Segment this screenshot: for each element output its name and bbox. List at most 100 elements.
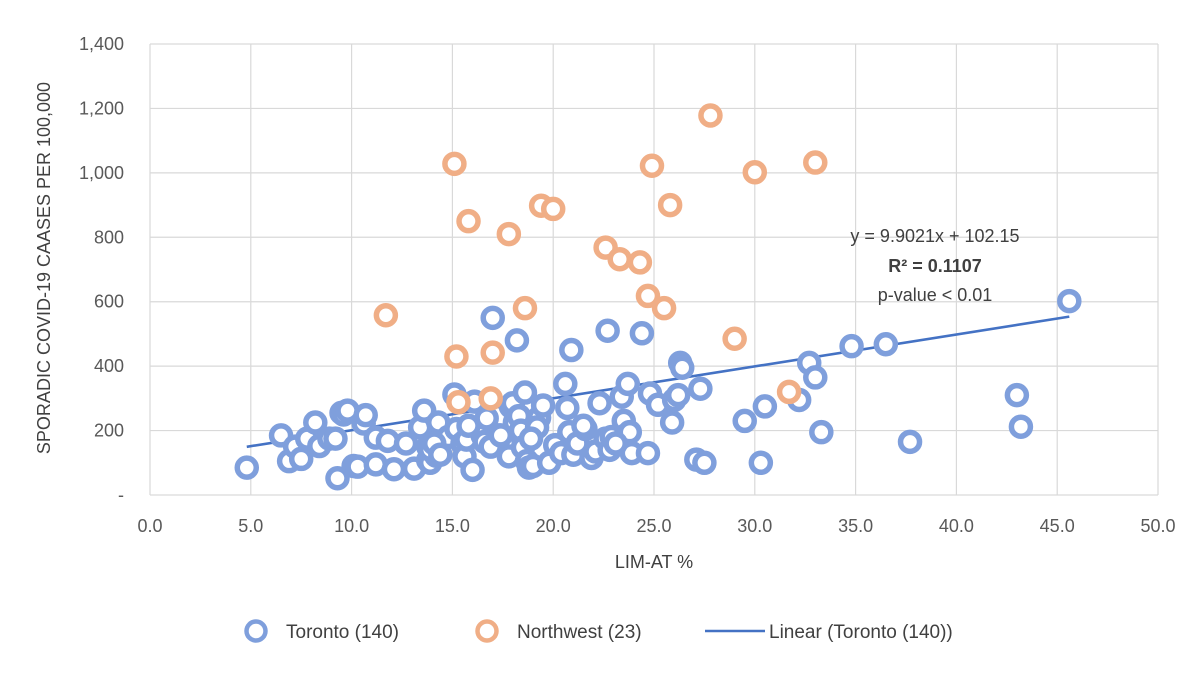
- x-axis-title: LIM-AT %: [615, 552, 693, 572]
- legend: Toronto (140) Northwest (23) Linear (Tor…: [244, 619, 953, 643]
- r-squared-label: R² = 0.1107: [888, 256, 982, 276]
- x-tick-label: 25.0: [636, 516, 671, 536]
- legend-label-northwest: Northwest (23): [517, 622, 642, 643]
- x-tick-label: 40.0: [939, 516, 974, 536]
- data-point-northwest: [478, 386, 503, 411]
- y-tick-label: 400: [94, 356, 124, 376]
- data-point-northwest: [512, 295, 538, 321]
- series-toronto: [234, 288, 1082, 491]
- data-point-northwest: [540, 196, 566, 222]
- data-point-toronto: [752, 394, 778, 419]
- data-point-toronto: [732, 408, 757, 434]
- data-point-toronto: [748, 450, 774, 476]
- x-tick-label: 20.0: [536, 516, 571, 536]
- grid-lines: [149, 43, 1159, 496]
- data-point-northwest: [776, 379, 802, 405]
- y-axis-ticks: - 200 400 600 800 1,000 1,200 1,400: [79, 34, 124, 505]
- legend-item-trendline: Linear (Toronto (140)): [705, 622, 953, 643]
- data-point-toronto: [809, 419, 834, 445]
- data-point-northwest: [607, 246, 632, 272]
- y-tick-label: 200: [94, 421, 124, 441]
- data-point-toronto: [803, 365, 828, 390]
- data-point-toronto: [303, 410, 328, 435]
- data-point-toronto: [603, 431, 628, 456]
- x-tick-label: 45.0: [1040, 516, 1075, 536]
- data-point-northwest: [722, 326, 747, 352]
- legend-label-toronto: Toronto (140): [286, 622, 399, 643]
- data-point-toronto: [553, 371, 578, 397]
- data-point-toronto: [325, 465, 350, 491]
- legend-marker-northwest: [475, 619, 499, 643]
- x-tick-label: 10.0: [334, 516, 369, 536]
- data-point-toronto: [353, 402, 378, 428]
- data-point-toronto: [1004, 382, 1030, 408]
- data-point-toronto: [1008, 414, 1034, 439]
- trendline-equation: y = 9.9021x + 102.15: [850, 226, 1019, 246]
- data-point-northwest: [456, 208, 481, 234]
- data-point-toronto: [615, 371, 641, 397]
- y-tick-label: 800: [94, 227, 124, 247]
- x-tick-label: 35.0: [838, 516, 873, 536]
- p-value-label: p-value < 0.01: [878, 285, 993, 305]
- x-tick-label: 5.0: [238, 516, 263, 536]
- x-tick-label: 30.0: [737, 516, 772, 536]
- y-tick-label: 600: [94, 292, 124, 312]
- data-point-toronto: [571, 413, 596, 438]
- legend-label-trendline: Linear (Toronto (140)): [769, 622, 953, 643]
- data-point-toronto: [460, 457, 485, 483]
- y-tick-label: 1,200: [79, 98, 124, 118]
- data-point-northwest: [639, 153, 665, 179]
- data-point-toronto: [629, 321, 655, 346]
- x-tick-label: 0.0: [137, 516, 162, 536]
- data-point-northwest: [698, 103, 723, 128]
- legend-item-toronto: Toronto (140): [244, 619, 399, 643]
- y-tick-label: -: [118, 485, 124, 505]
- data-point-northwest: [742, 159, 768, 185]
- data-point-toronto: [659, 410, 685, 435]
- data-point-toronto: [393, 431, 419, 456]
- data-point-toronto: [692, 450, 717, 476]
- data-point-toronto: [480, 305, 505, 331]
- data-point-northwest: [442, 151, 467, 177]
- x-tick-label: 15.0: [435, 516, 470, 536]
- y-tick-label: 1,000: [79, 163, 124, 183]
- data-point-toronto: [1057, 288, 1082, 314]
- data-point-northwest: [496, 221, 522, 247]
- series-northwest: [373, 103, 828, 415]
- data-point-toronto: [456, 413, 481, 438]
- data-point-toronto: [587, 390, 612, 416]
- data-point-northwest: [635, 283, 661, 309]
- data-point-toronto: [555, 395, 580, 421]
- data-point-northwest: [657, 192, 683, 218]
- data-point-toronto: [530, 393, 556, 418]
- trendline-toronto: [246, 315, 1070, 449]
- x-axis-ticks: 0.0 5.0 10.0 15.0 20.0 25.0 30.0 35.0 40.0 45.0 50…: [137, 516, 1175, 536]
- data-point-northwest: [446, 389, 471, 415]
- y-tick-label: 1,400: [79, 34, 124, 54]
- data-point-toronto: [665, 382, 691, 408]
- data-point-toronto: [873, 331, 899, 357]
- data-point-toronto: [512, 380, 538, 405]
- data-point-northwest: [651, 295, 677, 321]
- data-point-toronto: [518, 426, 544, 451]
- data-point-northwest: [480, 340, 505, 365]
- data-point-toronto: [234, 455, 260, 480]
- data-point-toronto: [897, 429, 923, 455]
- data-point-toronto: [595, 318, 620, 343]
- legend-item-northwest: Northwest (23): [475, 619, 642, 643]
- y-axis-title: SPORADIC COVID-19 CAASES PER 100,000: [34, 82, 54, 454]
- data-point-toronto: [839, 333, 864, 359]
- x-tick-label: 50.0: [1140, 516, 1175, 536]
- data-point-northwest: [627, 250, 653, 275]
- data-point-toronto: [635, 440, 661, 466]
- data-point-northwest: [803, 150, 828, 175]
- data-point-northwest: [444, 344, 469, 369]
- data-point-toronto: [381, 456, 407, 482]
- data-point-toronto: [669, 355, 695, 381]
- data-point-northwest: [373, 302, 399, 328]
- data-point-toronto: [428, 442, 453, 467]
- data-point-toronto: [559, 337, 584, 363]
- data-point-toronto: [488, 423, 514, 448]
